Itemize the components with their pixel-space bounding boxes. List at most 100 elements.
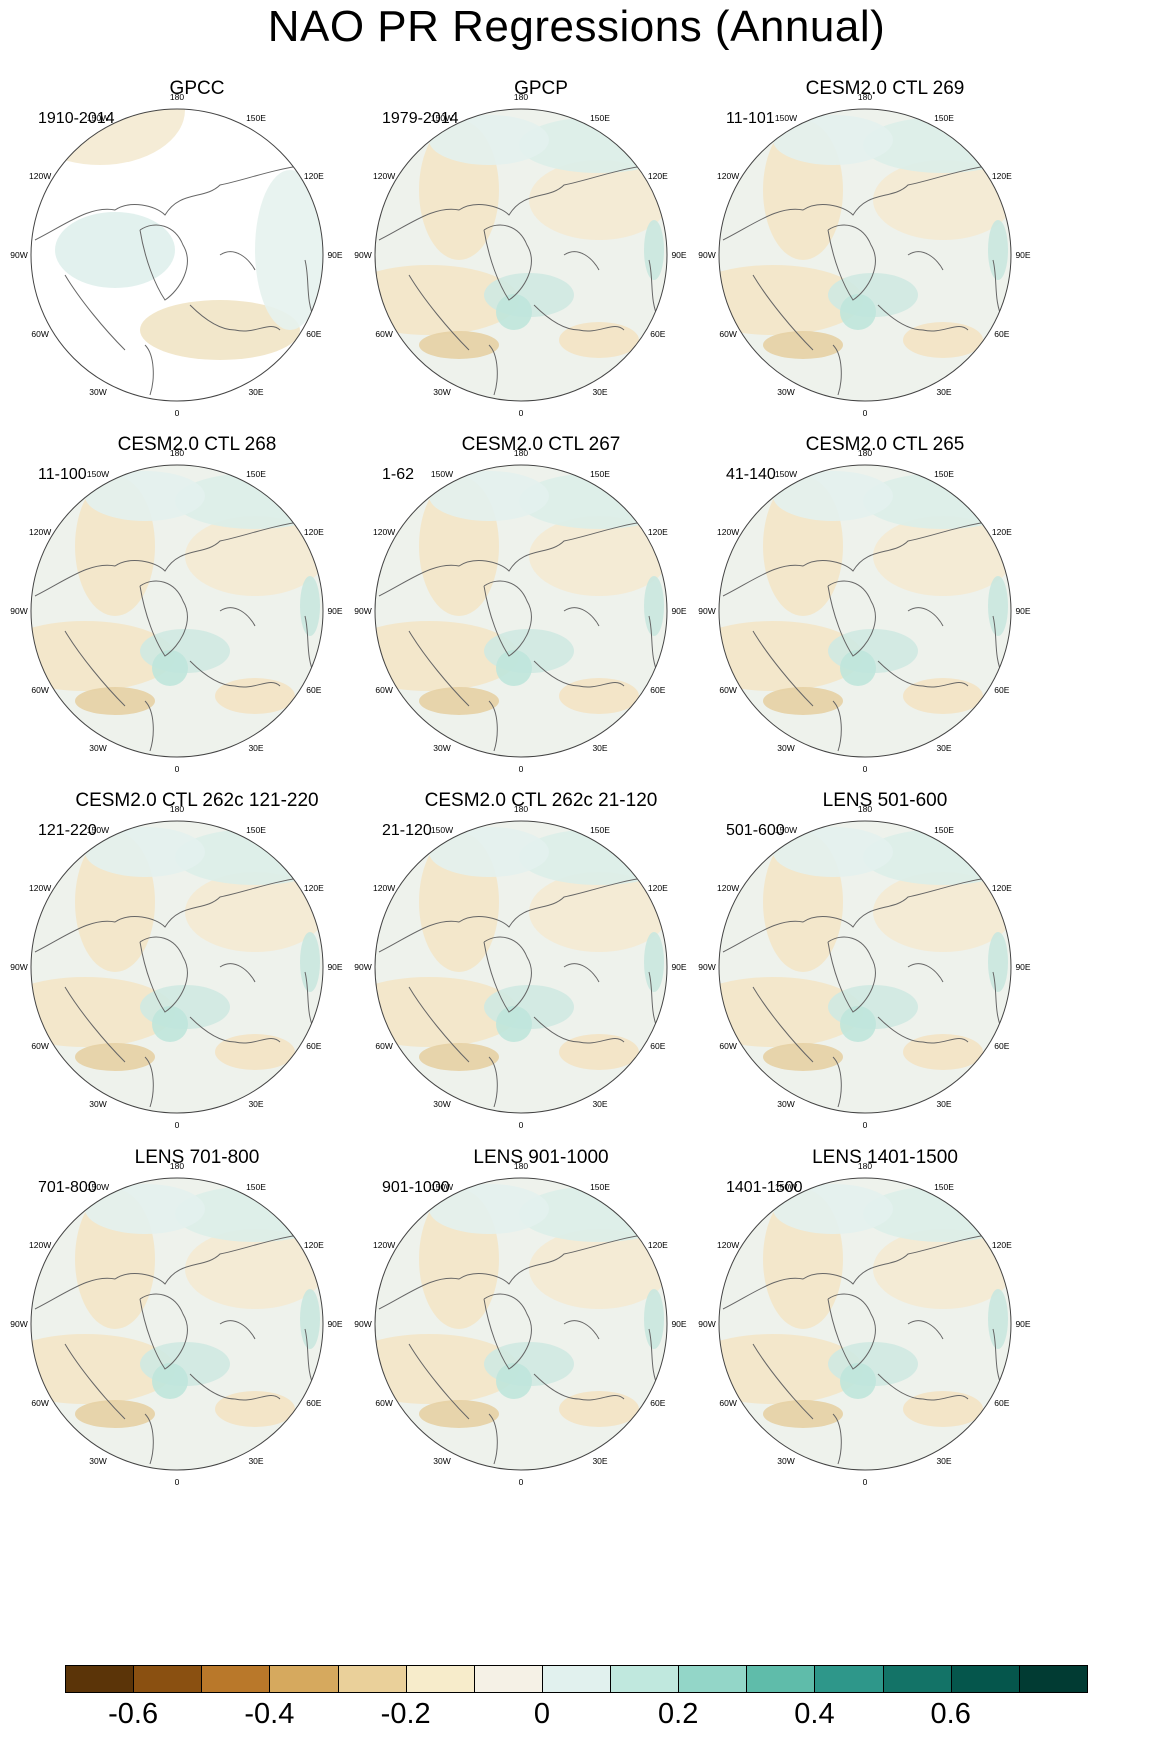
anomaly-shading: [85, 471, 205, 521]
longitude-label: 150E: [934, 113, 954, 123]
longitude-label: 60W: [31, 685, 48, 695]
longitude-label: 120E: [992, 171, 1012, 181]
colorbar-swatch: [882, 1665, 952, 1693]
longitude-label: 150W: [87, 469, 109, 479]
anomaly-shading: [773, 471, 893, 521]
longitude-label: 60E: [306, 1041, 321, 1051]
colorbar-swatch: [201, 1665, 271, 1693]
longitude-label: 180: [858, 92, 872, 102]
map-boundary: [30, 108, 324, 402]
longitude-label: 30W: [89, 1456, 106, 1466]
map-boundary: [30, 1177, 324, 1471]
longitude-label: 150W: [775, 825, 797, 835]
anomaly-shading: [529, 872, 667, 952]
anomaly-shading: [496, 294, 532, 330]
longitude-label: 30W: [777, 1456, 794, 1466]
longitude-label: 60W: [375, 685, 392, 695]
longitude-label: 120W: [373, 883, 395, 893]
longitude-label: 0: [175, 408, 180, 418]
map-boundary: [718, 820, 1012, 1114]
anomaly-shading: [644, 1289, 664, 1349]
anomaly-shading: [75, 687, 155, 715]
longitude-label: 0: [863, 1477, 868, 1487]
colorbar-swatch: [541, 1665, 612, 1693]
longitude-label: 90W: [698, 1319, 715, 1329]
polar-map: 180 150E 120E 90E 60E 30E 0 30W 60W 90W 120W 150W: [10, 448, 343, 774]
panel-period: 901-1000: [382, 1179, 450, 1196]
map-panel: CESM2.0 CTL 262c 121-220 121-220 180 150E 12…: [5, 712, 389, 1130]
anomaly-shading: [840, 1006, 876, 1042]
anomaly-shading: [75, 1400, 155, 1428]
anomaly-shading: [873, 516, 1011, 596]
anomaly-shading: [55, 212, 175, 288]
anomaly-shading: [763, 687, 843, 715]
longitude-label: 30E: [936, 1456, 951, 1466]
coastline: [34, 164, 316, 396]
longitude-label: 90E: [1015, 962, 1030, 972]
polar-map: 180 150E 120E 90E 60E 30E 0 30W 60W 90W 120W 150W: [354, 448, 687, 774]
longitude-label: 30W: [433, 1099, 450, 1109]
colorbar-swatch: [473, 1665, 543, 1693]
polar-map: 180 150E 120E 90E 60E 30E 0 30W 60W 90W 120W 150W: [354, 1161, 687, 1487]
map-panel: CESM2.0 CTL 269 11-101 180 150E 120E 90E 60E 30…: [693, 0, 1077, 418]
longitude-label: 60W: [719, 685, 736, 695]
longitude-label: 120W: [717, 527, 739, 537]
colorbar-swatch: [746, 1665, 816, 1693]
map-panel: CESM2.0 CTL 267 1-62 180 150E 120E 90E 60E 30E 0…: [349, 356, 733, 774]
longitude-label: 120E: [304, 1240, 324, 1250]
anomaly-shading: [559, 1034, 639, 1070]
polar-map: 180 150E 120E 90E 60E 30E 0 30W 60W 90W 120W 150W: [354, 92, 687, 418]
longitude-label: 150E: [590, 1182, 610, 1192]
longitude-label: 30E: [936, 743, 951, 753]
polar-map: 180 150E 120E 90E 60E 30E 0 30W 60W 90W 120W 150W: [10, 92, 343, 418]
anomaly-shading: [496, 650, 532, 686]
longitude-label: 0: [863, 764, 868, 774]
panel-period: 11-101: [726, 110, 775, 127]
map-boundary: [374, 108, 668, 402]
anomaly-shading: [559, 678, 639, 714]
longitude-label: 30E: [248, 1456, 263, 1466]
longitude-label: 90E: [671, 1319, 686, 1329]
panel-period: 41-140: [726, 466, 776, 483]
longitude-label: 150W: [775, 1182, 797, 1192]
panel-title: CESM2.0 CTL 267: [461, 434, 621, 455]
longitude-label: 30W: [777, 1099, 794, 1109]
longitude-label: 180: [514, 92, 528, 102]
longitude-label: 30E: [592, 1456, 607, 1466]
coastline: [378, 520, 660, 752]
anomaly-shading: [85, 827, 205, 877]
longitude-label: 150E: [934, 469, 954, 479]
longitude-label: 150E: [590, 113, 610, 123]
longitude-label: 30E: [592, 387, 607, 397]
longitude-label: 60E: [650, 329, 665, 339]
longitude-label: 120W: [717, 171, 739, 181]
anomaly-shading: [85, 1184, 205, 1234]
longitude-label: 30E: [248, 1099, 263, 1109]
longitude-label: 180: [858, 804, 872, 814]
panel-title: CESM2.0 CTL 262c 21-120: [424, 790, 658, 811]
longitude-label: 90W: [698, 962, 715, 972]
longitude-label: 30E: [592, 743, 607, 753]
panel-title: GPCC: [169, 78, 225, 99]
longitude-label: 120E: [992, 527, 1012, 537]
longitude-label: 30W: [89, 743, 106, 753]
longitude-label: 30E: [592, 1099, 607, 1109]
colorbar-swatch: [678, 1665, 748, 1693]
longitude-label: 0: [519, 1477, 524, 1487]
longitude-label: 150E: [246, 825, 266, 835]
longitude-label: 0: [175, 1120, 180, 1130]
coastline: [378, 1233, 660, 1465]
map-boundary: [374, 1177, 668, 1471]
longitude-label: 150W: [87, 1182, 109, 1192]
anomaly-shading: [773, 1184, 893, 1234]
longitude-label: 180: [170, 92, 184, 102]
panel-period: 1-62: [382, 466, 415, 483]
anomaly-shading: [185, 516, 323, 596]
panel-title: LENS 1401-1500: [812, 1147, 958, 1168]
panel-title: LENS 701-800: [134, 1147, 260, 1168]
longitude-label: 90E: [1015, 250, 1030, 260]
anomaly-shading: [152, 1006, 188, 1042]
longitude-label: 90W: [698, 250, 715, 260]
longitude-label: 90W: [10, 962, 27, 972]
longitude-label: 60E: [306, 329, 321, 339]
